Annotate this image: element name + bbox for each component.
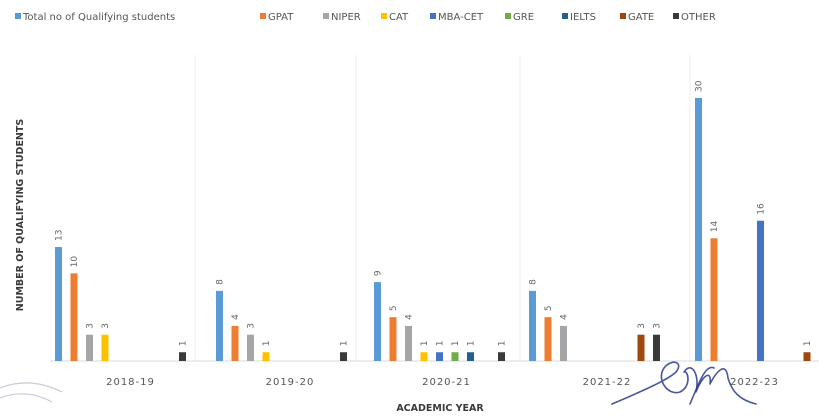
legend-label-mba-cet: MBA-CET	[438, 12, 484, 23]
data-label-gpat-2020-21: 5	[389, 305, 399, 311]
bar-other-2020-21	[498, 352, 505, 361]
legend: Total no of Qualifying students GPAT NIPER…	[15, 12, 716, 23]
bar-mba-cet-2022-23	[757, 220, 764, 361]
y-axis-title: NUMBER OF QUALIFYING STUDENTS	[15, 119, 26, 312]
bar-cat-2019-20	[262, 352, 270, 361]
data-label-cat-2019-20: 1	[262, 340, 272, 346]
legend-label-other: OTHER	[681, 12, 716, 23]
data-label-gate-2021-22: 3	[637, 323, 647, 329]
bar-niper-2021-22	[560, 325, 567, 361]
data-label-gre-2020-21: 1	[451, 340, 461, 346]
data-label-niper-2021-22: 4	[560, 314, 570, 320]
data-label-niper-2018-19: 3	[86, 323, 96, 329]
bar-total-no-of-qualifying-students-2020-21	[374, 282, 381, 361]
bar-ielts-2020-21	[467, 352, 474, 361]
legend-swatch-mba-cet	[430, 13, 436, 19]
bar-cat-2018-19	[101, 334, 109, 361]
legend-label-ielts: IELTS	[570, 12, 596, 23]
bar-mba-cet-2020-21	[436, 352, 443, 361]
bar-gpat-2022-23	[710, 238, 718, 361]
data-label-total-no-of-qualifying-students-2022-23: 30	[695, 80, 705, 92]
x-axis-title: ACADEMIC YEAR	[396, 403, 484, 414]
bar-total-no-of-qualifying-students-2021-22	[529, 290, 536, 361]
bar-other-2019-20	[340, 352, 347, 361]
bar-gpat-2018-19	[70, 273, 78, 361]
data-label-niper-2020-21: 4	[405, 314, 415, 320]
legend-label-total-no-of-qualifying-students: Total no of Qualifying students	[22, 12, 175, 23]
bar-total-no-of-qualifying-students-2019-20	[216, 290, 223, 361]
bar-cat-2020-21	[420, 352, 428, 361]
stamp-seal	[0, 382, 63, 403]
data-label-mba-cet-2020-21: 1	[436, 340, 446, 346]
x-tick-2020-21: 2020-21	[422, 377, 471, 388]
legend-label-gre: GRE	[513, 12, 534, 23]
legend-swatch-gre	[505, 13, 511, 19]
x-tick-2021-22: 2021-22	[583, 377, 632, 388]
x-tick-2022-23: 2022-23	[730, 377, 779, 388]
data-label-ielts-2020-21: 1	[467, 340, 477, 346]
legend-label-gate: GATE	[628, 12, 654, 23]
bar-niper-2019-20	[247, 334, 254, 361]
handwritten-signature	[611, 361, 757, 405]
legend-swatch-niper	[323, 13, 329, 19]
data-label-gpat-2019-20: 4	[231, 314, 241, 320]
data-label-mba-cet-2022-23: 16	[757, 203, 767, 215]
data-label-total-no-of-qualifying-students-2018-19: 13	[55, 230, 65, 241]
legend-label-cat: CAT	[389, 12, 409, 23]
legend-swatch-other	[673, 13, 679, 19]
data-label-other-2019-20: 1	[340, 340, 350, 346]
legend-label-gpat: GPAT	[268, 12, 294, 23]
legend-label-niper: NIPER	[331, 12, 361, 23]
data-label-gate-2022-23: 1	[803, 340, 813, 346]
bar-gpat-2019-20	[231, 325, 239, 361]
data-label-total-no-of-qualifying-students-2020-21: 9	[374, 270, 384, 276]
bar-gpat-2020-21	[389, 317, 397, 361]
data-label-cat-2018-19: 3	[101, 323, 111, 329]
x-tick-labels: 2018-19 2019-20 2020-21 2021-22 2022-23	[106, 377, 779, 388]
data-label-cat-2020-21: 1	[420, 340, 430, 346]
data-label-niper-2019-20: 3	[247, 323, 257, 329]
bars	[55, 98, 811, 361]
x-tick-2019-20: 2019-20	[266, 377, 315, 388]
data-label-total-no-of-qualifying-students-2019-20: 8	[216, 279, 226, 285]
bar-niper-2018-19	[86, 334, 93, 361]
bar-total-no-of-qualifying-students-2018-19	[55, 247, 62, 361]
legend-swatch-gate	[620, 13, 626, 19]
data-label-other-2020-21: 1	[498, 340, 508, 346]
data-label-gpat-2022-23: 14	[710, 221, 720, 233]
legend-swatch-gpat	[260, 13, 266, 19]
legend-swatch-cat	[381, 13, 387, 19]
legend-swatch-ielts	[562, 13, 568, 19]
data-label-total-no-of-qualifying-students-2021-22: 8	[529, 279, 539, 285]
bar-gpat-2021-22	[544, 317, 552, 361]
bar-other-2021-22	[653, 334, 660, 361]
x-tick-2018-19: 2018-19	[106, 377, 155, 388]
data-label-other-2018-19: 1	[179, 340, 189, 346]
bar-total-no-of-qualifying-students-2022-23	[695, 98, 702, 361]
bar-niper-2020-21	[405, 325, 412, 361]
bar-gate-2022-23	[803, 352, 811, 361]
data-label-other-2021-22: 3	[653, 323, 663, 329]
data-label-gpat-2021-22: 5	[544, 305, 554, 311]
bar-gre-2020-21	[451, 352, 459, 361]
bar-other-2018-19	[179, 352, 186, 361]
category-separators	[194, 55, 691, 361]
data-label-gpat-2018-19: 10	[70, 256, 80, 268]
bar-gate-2021-22	[637, 334, 645, 361]
legend-swatch-total-no-of-qualifying-students	[15, 13, 21, 19]
